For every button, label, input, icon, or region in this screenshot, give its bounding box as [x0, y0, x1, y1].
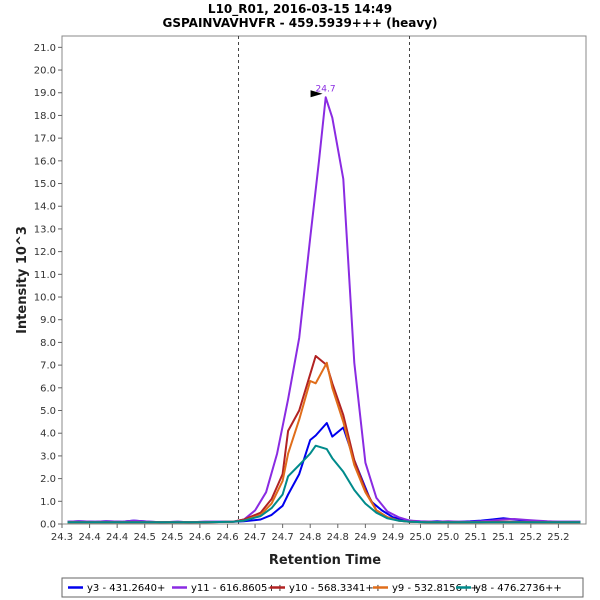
x-tick-label: 24.9 — [354, 532, 376, 543]
series-line — [67, 355, 581, 524]
y-tick-label: 14.0 — [34, 202, 56, 213]
x-tick-label: 25.1 — [492, 532, 514, 543]
x-tick-label: 24.8 — [327, 532, 349, 543]
x-axis-title: Retention Time — [269, 553, 381, 568]
legend-label: y8 - 476.2736++ — [475, 583, 562, 594]
y-tick-label: 16.0 — [34, 156, 56, 167]
peak-annotation: 24.7 — [310, 84, 336, 98]
x-tick-label: 24.5 — [134, 532, 156, 543]
y-tick-label: 9.0 — [40, 315, 56, 326]
legend-label: y11 - 616.8605++ — [191, 583, 284, 594]
y-tick-label: 20.0 — [34, 66, 56, 77]
x-tick-label: 25.0 — [409, 532, 431, 543]
x-tick-label: 24.4 — [78, 532, 100, 543]
x-tick-label: 24.3 — [51, 532, 73, 543]
y-tick-label: 3.0 — [40, 451, 56, 462]
x-tick-label: 24.6 — [189, 532, 211, 543]
y-tick-label: 2.0 — [40, 474, 56, 485]
y-tick-label: 11.0 — [34, 270, 56, 281]
series-line — [67, 361, 581, 524]
y-tick-label: 8.0 — [40, 338, 56, 349]
x-tick-label: 24.7 — [271, 532, 293, 543]
x-tick-label: 24.7 — [244, 532, 266, 543]
peak-label: 24.7 — [316, 84, 336, 94]
x-tick-label: 25.1 — [465, 532, 487, 543]
y-tick-label: 1.0 — [40, 497, 56, 508]
y-tick-label: 0.0 — [40, 520, 56, 531]
legend-label: y3 - 431.2640+ — [87, 583, 165, 594]
x-axis: 24.3 24.4 24.4 24.5 24.5 24.6 24.6 24.7 24.7 24.8… — [51, 524, 570, 543]
legend-label: y10 - 568.3341++ — [289, 583, 382, 594]
legend-label: y9 - 532.8156++ — [392, 583, 479, 594]
y-tick-label: 4.0 — [40, 429, 56, 440]
y-tick-label: 10.0 — [34, 293, 56, 304]
y-tick-label: 6.0 — [40, 383, 56, 394]
y-tick-label: 19.0 — [34, 88, 56, 99]
y-tick-label: 13.0 — [34, 224, 56, 235]
y-tick-label: 21.0 — [34, 43, 56, 54]
series-line — [67, 422, 581, 524]
y-tick-label: 5.0 — [40, 406, 56, 417]
peak-marker — [310, 90, 323, 98]
series-line — [67, 96, 581, 524]
x-tick-label: 24.6 — [216, 532, 238, 543]
x-tick-label: 24.8 — [299, 532, 321, 543]
x-tick-label: 25.2 — [520, 532, 542, 543]
x-tick-label: 24.4 — [106, 532, 128, 543]
chart-subtitle: GSPAINVAVHVFR - 459.5939+++ (heavy) — [162, 16, 437, 30]
y-tick-label: 18.0 — [34, 111, 56, 122]
y-tick-label: 15.0 — [34, 179, 56, 190]
x-tick-label: 25.0 — [437, 532, 459, 543]
y-tick-label: 17.0 — [34, 134, 56, 145]
chart-title: L10_R01, 2016-03-15 14:49 — [208, 2, 392, 17]
series-lines — [67, 96, 581, 524]
x-tick-label: 24.5 — [161, 532, 183, 543]
legend-box — [61, 577, 584, 598]
legend: y3 - 431.2640+ y11 - 616.8605++ y10 - 568.… — [68, 583, 562, 594]
plot-area — [61, 35, 587, 525]
x-tick-label: 25.2 — [547, 532, 569, 543]
y-axis-title: Intensity 10^3 — [15, 226, 30, 334]
x-tick-label: 24.9 — [382, 532, 404, 543]
series-line — [67, 444, 581, 524]
y-tick-label: 7.0 — [40, 361, 56, 372]
y-tick-label: 12.0 — [34, 247, 56, 258]
y-axis: 0.0 1.0 2.0 3.0 4.0 5.0 6.0 7.0 8.0 9.0 10.0 11.0 12… — [34, 43, 62, 531]
